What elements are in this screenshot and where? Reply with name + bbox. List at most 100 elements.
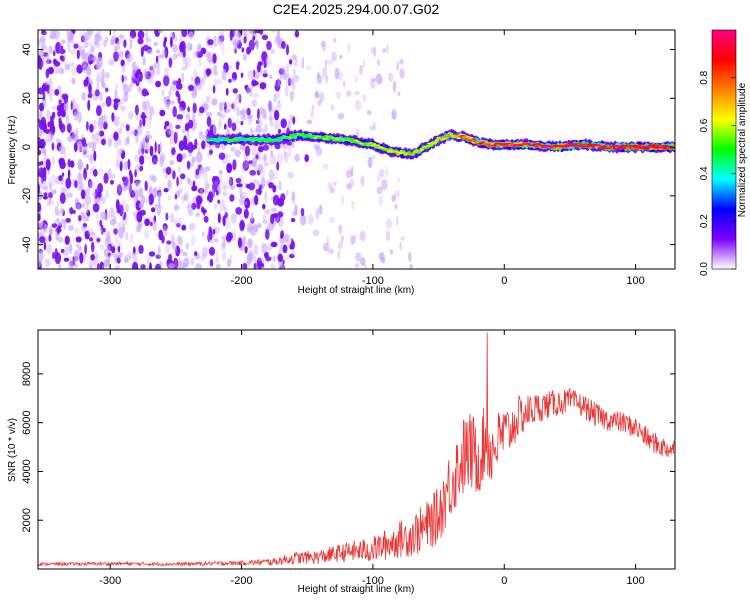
- spectrogram-noise-blob: [67, 135, 74, 143]
- spectrogram-noise-blob: [157, 246, 161, 258]
- spectrogram-noise-blob: [38, 249, 41, 257]
- spectrogram-track-cell: [620, 145, 625, 147]
- spectrogram-track-cell: [480, 141, 485, 144]
- spectrogram-noise-blob: [88, 53, 95, 65]
- spectrogram-noise-blob: [179, 248, 183, 254]
- spectrogram-noise-blob: [57, 67, 65, 75]
- spectrogram-noise-blob: [241, 47, 245, 53]
- spectrogram-noise-blob: [138, 244, 144, 254]
- snr-series-line: [38, 332, 675, 568]
- spectrogram-noise-blob: [122, 223, 126, 234]
- spectrogram-noise-blob: [399, 58, 404, 65]
- spectrogram-noise-blob: [84, 41, 88, 49]
- spectrogram-noise-blob: [246, 86, 251, 94]
- spectrogram-noise-blob: [203, 68, 207, 81]
- spectrogram-noise-blob: [206, 116, 212, 127]
- spectrogram-noise-blob: [238, 93, 242, 104]
- spectrogram-noise-blob: [232, 228, 237, 236]
- spectrogram-noise-blob: [101, 211, 107, 221]
- spectrogram-noise-blob: [42, 173, 47, 182]
- spectrogram-track-cell: [315, 135, 320, 138]
- snr-background: [38, 330, 675, 569]
- spectrogram-noise-blob: [164, 120, 170, 127]
- spectrogram-track-cell: [509, 143, 515, 145]
- spectrogram-noise-blob: [139, 209, 146, 216]
- spectrogram-noise-blob: [125, 50, 130, 60]
- spectrogram-noise-blob: [159, 152, 166, 163]
- spectrogram-noise-blob: [314, 144, 321, 150]
- spectrogram-noise-blob: [52, 50, 56, 57]
- spectrogram-noise-blob: [261, 243, 268, 254]
- spectrogram-noise-blob: [354, 99, 362, 111]
- spectrogram-track-cell: [230, 140, 235, 142]
- spectrogram-noise-blob: [135, 133, 139, 144]
- spectrogram-noise-blob: [168, 262, 175, 269]
- spectrogram-noise-blob: [103, 112, 108, 125]
- spectrogram-noise-blob: [391, 194, 397, 202]
- spectrogram-noise-blob: [96, 71, 103, 79]
- spectrogram-noise-blob: [234, 149, 241, 158]
- spectrogram-noise-blob: [70, 101, 74, 111]
- spectrogram-track-cell: [666, 145, 671, 147]
- spectrogram-noise-blob: [393, 111, 396, 121]
- spectrogram-track-cell: [414, 151, 419, 153]
- spectrogram-noise-blob: [239, 110, 245, 120]
- spectrogram-noise-blob: [329, 187, 335, 194]
- spectrogram-noise-blob: [264, 112, 267, 120]
- spectrogram-noise-blob: [181, 128, 186, 134]
- spectrogram-noise-blob: [82, 63, 88, 74]
- spectrogram-noise-blob: [62, 250, 69, 256]
- spectrogram-noise-blob: [54, 205, 59, 216]
- spectrogram-noise-blob: [284, 151, 289, 163]
- spectrogram-noise-blob: [249, 114, 252, 123]
- spectrogram-noise-blob: [242, 236, 246, 245]
- spectrogram-noise-blob: [156, 191, 163, 198]
- spectrogram-noise-blob: [149, 105, 155, 117]
- spectrogram-noise-blob: [130, 79, 134, 88]
- spectrogram-noise-blob: [132, 246, 136, 255]
- spectrogram-noise-blob: [165, 166, 172, 175]
- spectrogram-noise-blob: [159, 140, 163, 153]
- spectrogram-noise-blob: [85, 188, 90, 197]
- spectrogram-noise-blob: [179, 34, 183, 43]
- spectrogram-noise-blob: [118, 34, 125, 40]
- spectrogram-noise-blob: [276, 103, 282, 109]
- spectrogram-noise-blob: [51, 30, 56, 40]
- spectrogram-noise-blob: [115, 234, 118, 244]
- spectrogram-noise-blob: [315, 208, 320, 220]
- spectrogram-track-cell: [370, 145, 375, 147]
- spectrogram-noise-blob: [96, 56, 103, 69]
- spectrogram-noise-blob: [81, 137, 87, 147]
- spectrogram-noise-blob: [178, 236, 184, 246]
- spectrogram-noise-blob: [64, 61, 71, 70]
- spectrogram-noise-blob: [153, 215, 157, 224]
- spectrogram-noise-blob: [322, 163, 329, 170]
- spectrogram-noise-blob: [206, 52, 213, 64]
- spectrogram-noise-blob: [261, 155, 266, 162]
- spectrogram-noise-blob: [102, 102, 106, 108]
- spectrogram-noise-blob: [206, 68, 210, 77]
- spectrogram-noise-blob: [195, 263, 202, 269]
- spectrogram-noise-blob: [72, 98, 76, 111]
- spectrogram-noise-blob: [196, 198, 201, 210]
- spectrogram-noise-blob: [139, 165, 144, 172]
- spectrogram-noise-blob: [124, 203, 129, 213]
- spectrogram-noise-blob: [255, 124, 262, 133]
- snr-y-ticks: 2000 4000 6000 8000: [21, 362, 675, 532]
- spectrogram-noise-blob: [187, 129, 190, 142]
- spectrogram-noise-blob: [339, 54, 343, 60]
- spectrogram-noise-blob: [38, 57, 43, 70]
- spectrogram-noise-blob: [48, 197, 52, 203]
- spectrogram-noise-blob: [116, 148, 120, 159]
- spectrogram-track-cell: [418, 150, 423, 152]
- spectrogram-noise-blob: [60, 67, 64, 73]
- spectrogram-noise-blob: [176, 114, 184, 120]
- spectrogram-noise-blob: [174, 194, 178, 200]
- spectrogram-noise-blob: [124, 214, 128, 225]
- spectrogram-noise-blob: [198, 57, 202, 68]
- spectrogram-noise-blob: [282, 244, 288, 254]
- spectrogram-noise-blob: [273, 93, 277, 103]
- spectrogram-noise-blob: [346, 90, 352, 97]
- spectrogram-signal-track: [206, 128, 675, 160]
- spectrogram-noise-blob: [38, 222, 43, 228]
